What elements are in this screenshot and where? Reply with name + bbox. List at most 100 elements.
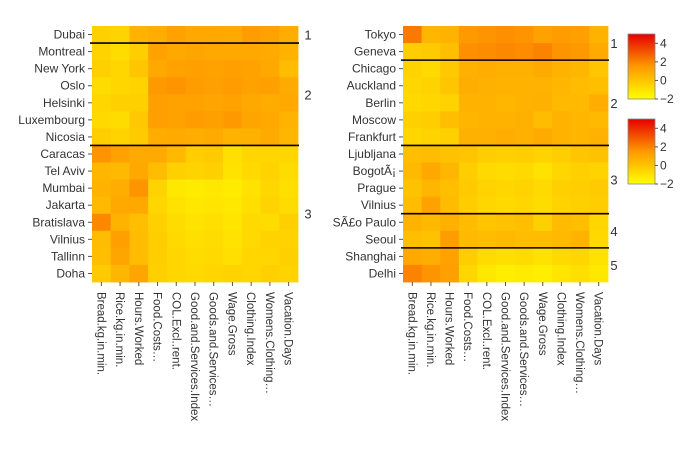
heatmap-cell: [589, 60, 609, 78]
heatmap-cell: [241, 60, 261, 78]
heatmap-cell: [110, 111, 130, 129]
heatmap-cell: [458, 247, 478, 266]
heatmap-cell: [496, 60, 516, 78]
row-label: Moscow: [352, 113, 396, 127]
heatmap-cell: [148, 60, 168, 78]
heatmap-cell: [514, 77, 534, 95]
heatmap-cell: [241, 179, 261, 198]
heatmap-cell: [589, 179, 609, 198]
heatmap-cell: [92, 247, 112, 266]
heatmap-cell: [403, 26, 423, 44]
colorbar-tick-label: 0: [660, 73, 667, 87]
heatmap-cell: [260, 111, 280, 129]
heatmap-cell: [223, 196, 243, 215]
heatmap-cell: [241, 213, 261, 232]
row-label: Tel Aviv: [45, 164, 85, 178]
heatmap-cell: [241, 162, 261, 180]
heatmap-cell: [440, 128, 460, 146]
heatmap-cell: [223, 94, 243, 112]
heatmap-cell: [552, 162, 572, 180]
heatmap-cell: [589, 43, 609, 61]
heatmap-cell: [477, 179, 497, 198]
heatmap-cell: [477, 196, 497, 215]
heatmap-cell: [148, 77, 168, 95]
heatmap-cell: [440, 94, 460, 112]
column-label: Womens.Clothing…: [263, 292, 275, 394]
column-label: COL.Excl..rent.: [480, 292, 492, 370]
heatmap-cell: [129, 196, 149, 215]
row-label: Frankfurt: [348, 130, 397, 144]
column-label: Rice.kg.in.min.: [424, 292, 436, 367]
heatmap-cell: [589, 128, 609, 146]
heatmap-cell: [185, 247, 205, 266]
heatmap-cell: [241, 26, 261, 44]
cluster-label: 3: [610, 173, 617, 188]
heatmap-cell: [166, 264, 187, 283]
heatmap-cell: [223, 264, 243, 283]
heatmap-cell: [110, 94, 130, 112]
heatmap-cell: [260, 94, 280, 112]
heatmap-cell: [92, 94, 112, 112]
heatmap-cell: [241, 264, 261, 283]
heatmap-cell: [110, 128, 130, 146]
heatmap-cell: [148, 247, 168, 266]
heatmap-cell: [514, 264, 534, 283]
heatmap-cell: [496, 128, 516, 146]
column-label: Hours.Worked: [132, 292, 144, 365]
heatmap-cell: [440, 77, 460, 95]
heatmap-cell: [533, 77, 553, 95]
cluster-label: 1: [610, 36, 617, 51]
heatmap-cell: [223, 145, 243, 163]
heatmap-cell: [514, 128, 534, 146]
heatmap-cell: [458, 213, 478, 232]
heatmap-cell: [570, 162, 590, 180]
heatmap-cell: [514, 145, 534, 163]
heatmap-cell: [570, 179, 590, 198]
heatmap-cell: [421, 94, 441, 112]
heatmap-cell: [260, 26, 280, 44]
heatmap-cell: [185, 179, 205, 198]
heatmap-cell: [440, 162, 460, 180]
heatmap-cell: [533, 179, 553, 198]
heatmap-cell: [552, 196, 572, 215]
heatmap-cell: [421, 43, 441, 61]
heatmap-cell: [185, 26, 205, 44]
heatmap-cell: [496, 213, 516, 232]
row-label: Shanghai: [345, 249, 396, 263]
heatmap-cell: [241, 230, 261, 249]
column-label: Food.Costs…: [151, 292, 163, 362]
heatmap-cell: [570, 94, 590, 112]
colorbar-gradient: [627, 33, 656, 100]
heatmap-cell: [403, 43, 423, 61]
heatmap-cell: [110, 230, 130, 249]
heatmap-cell: [204, 111, 224, 129]
heatmap-cell: [166, 247, 187, 266]
heatmap-cell: [260, 213, 280, 232]
heatmap-cell: [403, 213, 423, 232]
cluster-label: 3: [304, 207, 311, 222]
heatmap-cell: [129, 60, 149, 78]
heatmap-cell: [260, 77, 280, 95]
column-label: Rice.kg.in.min.: [113, 292, 125, 367]
heatmap-cell: [496, 264, 516, 283]
heatmap-cell: [279, 179, 299, 198]
column-label: Bread.kg.in.min.: [94, 292, 106, 375]
heatmap-cell: [552, 77, 572, 95]
heatmap-cell: [166, 111, 187, 129]
heatmap-cell: [570, 60, 590, 78]
heatmap-cell: [496, 26, 516, 44]
heatmap-cell: [204, 179, 224, 198]
heatmap-cell: [241, 94, 261, 112]
heatmap-cell: [403, 145, 423, 163]
heatmap-cell: [477, 230, 497, 249]
heatmap-cell: [166, 196, 187, 215]
heatmap-cell: [129, 213, 149, 232]
heatmap-cell: [204, 264, 224, 283]
heatmap-cell: [570, 26, 590, 44]
heatmap-cell: [570, 264, 590, 283]
colorbar-tick-label: 4: [660, 121, 667, 135]
heatmap-cell: [92, 196, 112, 215]
column-label: Womens.Clothing…: [573, 292, 585, 394]
heatmap-cell: [92, 162, 112, 180]
row-label: Dubai: [54, 28, 85, 42]
